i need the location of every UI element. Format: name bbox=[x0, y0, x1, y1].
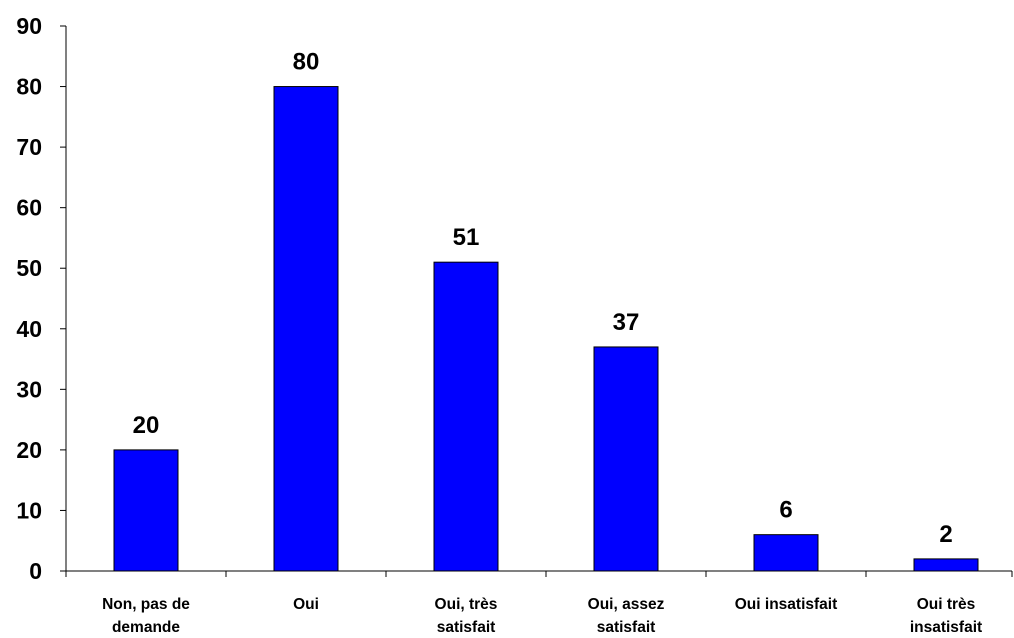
y-tick-label: 10 bbox=[16, 497, 42, 523]
bar bbox=[753, 534, 819, 572]
bar-value-label: 37 bbox=[613, 309, 640, 336]
y-tick-label: 60 bbox=[16, 195, 42, 221]
bar-value-label: 2 bbox=[939, 521, 952, 548]
bar-value-label: 51 bbox=[453, 224, 480, 251]
x-tick-label: satisfait bbox=[437, 619, 496, 636]
bar-value-label: 6 bbox=[779, 497, 792, 524]
y-tick-label: 40 bbox=[16, 316, 42, 342]
x-tick-labels: Non, pas de demande Oui Oui, très satisfait O… bbox=[102, 596, 982, 636]
x-tick-label: demande bbox=[112, 619, 180, 636]
bars bbox=[113, 86, 979, 572]
bar bbox=[913, 558, 979, 572]
y-tick-label: 0 bbox=[29, 558, 42, 584]
y-tick-label: 90 bbox=[16, 13, 42, 39]
x-tick-label: insatisfait bbox=[910, 619, 982, 636]
bar bbox=[593, 346, 659, 572]
y-tick-label: 30 bbox=[16, 376, 42, 402]
x-tick-label: Oui, assez bbox=[588, 596, 665, 613]
x-tick-label: Oui, très bbox=[435, 596, 498, 613]
y-axis: 0 10 20 30 40 50 60 70 80 90 bbox=[16, 13, 67, 584]
x-tick-label: satisfait bbox=[597, 619, 656, 636]
y-tick-label: 50 bbox=[16, 255, 42, 281]
x-axis bbox=[65, 570, 1013, 577]
y-tick-label: 20 bbox=[16, 437, 42, 463]
bar bbox=[113, 449, 179, 572]
x-tick-label: Oui très bbox=[917, 596, 976, 613]
y-tick-label: 70 bbox=[16, 134, 42, 160]
x-tick-label: Oui bbox=[293, 596, 319, 613]
bar bbox=[433, 261, 499, 572]
x-tick-label: Oui insatisfait bbox=[735, 596, 838, 613]
bar bbox=[273, 86, 339, 572]
value-labels: 20 80 51 37 6 2 bbox=[133, 49, 953, 548]
y-tick-label: 80 bbox=[16, 74, 42, 100]
bar-value-label: 20 bbox=[133, 412, 160, 439]
bar-value-label: 80 bbox=[293, 49, 320, 76]
x-tick-label: Non, pas de bbox=[102, 596, 190, 613]
